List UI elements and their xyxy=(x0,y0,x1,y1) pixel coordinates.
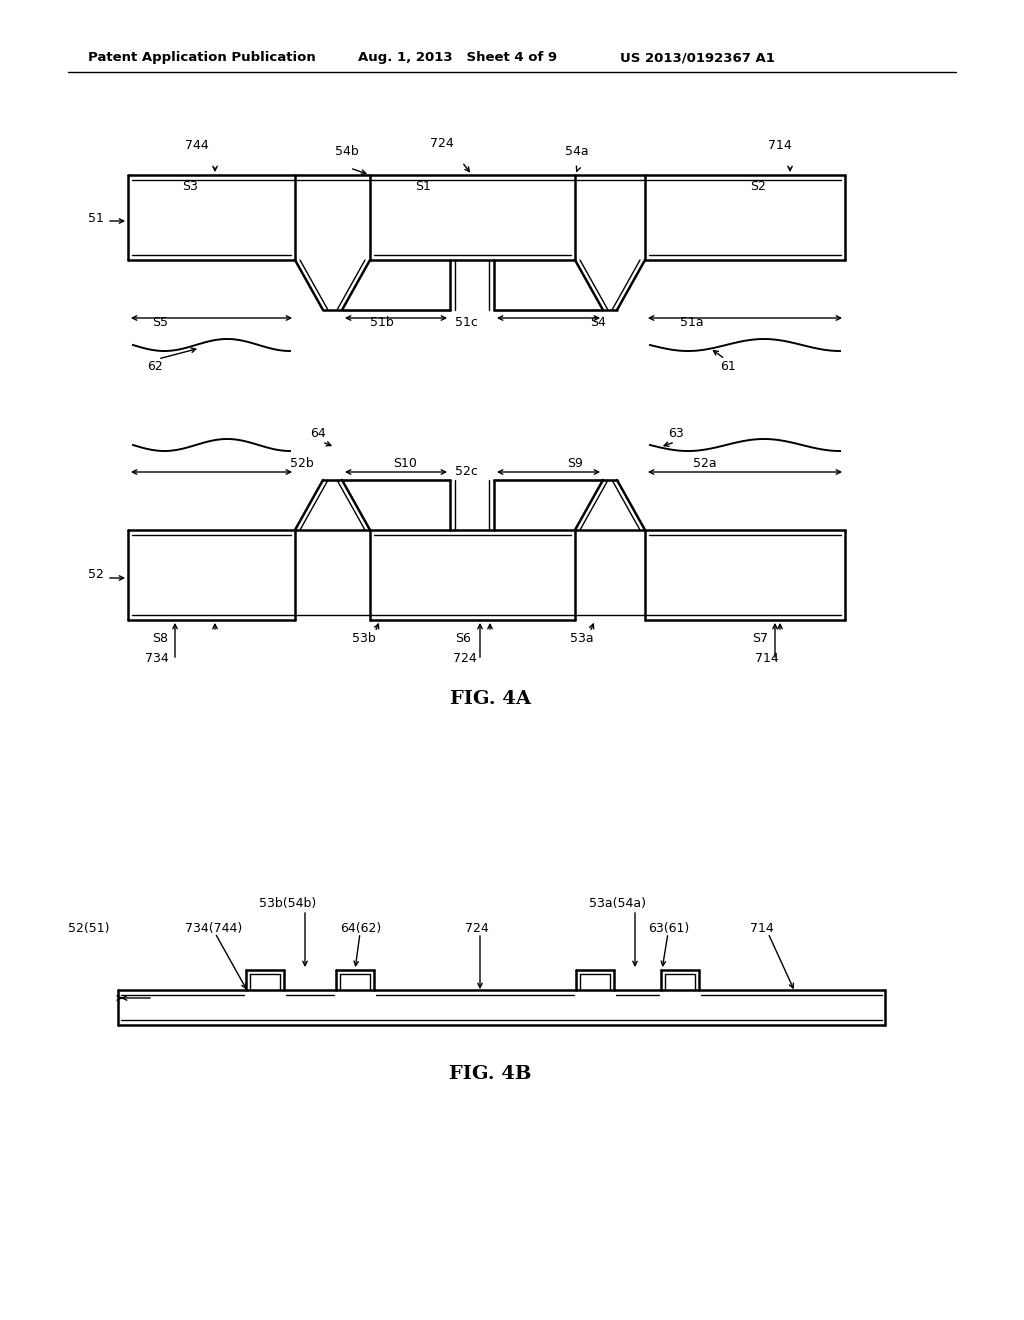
Text: 64: 64 xyxy=(310,426,326,440)
Text: 53b(54b): 53b(54b) xyxy=(259,898,316,909)
Text: S10: S10 xyxy=(393,457,417,470)
Text: 54b: 54b xyxy=(335,145,358,158)
Text: 53a(54a): 53a(54a) xyxy=(590,898,646,909)
Text: S5: S5 xyxy=(152,315,168,329)
Text: 54a: 54a xyxy=(565,145,589,158)
Text: 51a: 51a xyxy=(680,315,703,329)
Text: Aug. 1, 2013   Sheet 4 of 9: Aug. 1, 2013 Sheet 4 of 9 xyxy=(358,51,557,65)
Text: S1: S1 xyxy=(415,180,431,193)
Text: 51c: 51c xyxy=(455,315,478,329)
Text: 63(61): 63(61) xyxy=(648,921,689,935)
Text: 51b: 51b xyxy=(370,315,394,329)
Text: S9: S9 xyxy=(567,457,583,470)
Text: S8: S8 xyxy=(152,632,168,645)
Text: 724: 724 xyxy=(465,921,488,935)
Text: 64(62): 64(62) xyxy=(340,921,381,935)
Text: 62: 62 xyxy=(147,360,163,374)
Text: 61: 61 xyxy=(720,360,736,374)
Text: 53a: 53a xyxy=(570,632,594,645)
Text: 724: 724 xyxy=(453,652,477,665)
Text: 734(744): 734(744) xyxy=(185,921,243,935)
Text: 52c: 52c xyxy=(455,465,478,478)
Text: 744: 744 xyxy=(185,139,209,152)
Text: S4: S4 xyxy=(590,315,606,329)
Text: S2: S2 xyxy=(750,180,766,193)
Text: 52a: 52a xyxy=(693,457,717,470)
Text: 51: 51 xyxy=(88,211,103,224)
Text: 52: 52 xyxy=(88,569,103,582)
Text: 63: 63 xyxy=(668,426,684,440)
Text: 52b: 52b xyxy=(290,457,313,470)
Text: S6: S6 xyxy=(455,632,471,645)
Text: US 2013/0192367 A1: US 2013/0192367 A1 xyxy=(620,51,775,65)
Text: Patent Application Publication: Patent Application Publication xyxy=(88,51,315,65)
Text: FIG. 4A: FIG. 4A xyxy=(450,690,530,708)
Text: 734: 734 xyxy=(145,652,169,665)
Text: 52(51): 52(51) xyxy=(68,921,110,935)
Text: 714: 714 xyxy=(750,921,774,935)
Text: 714: 714 xyxy=(755,652,778,665)
Text: S3: S3 xyxy=(182,180,198,193)
Text: FIG. 4B: FIG. 4B xyxy=(449,1065,531,1082)
Text: 714: 714 xyxy=(768,139,792,152)
Text: S7: S7 xyxy=(752,632,768,645)
Text: 53b: 53b xyxy=(352,632,376,645)
Text: 724: 724 xyxy=(430,137,454,150)
